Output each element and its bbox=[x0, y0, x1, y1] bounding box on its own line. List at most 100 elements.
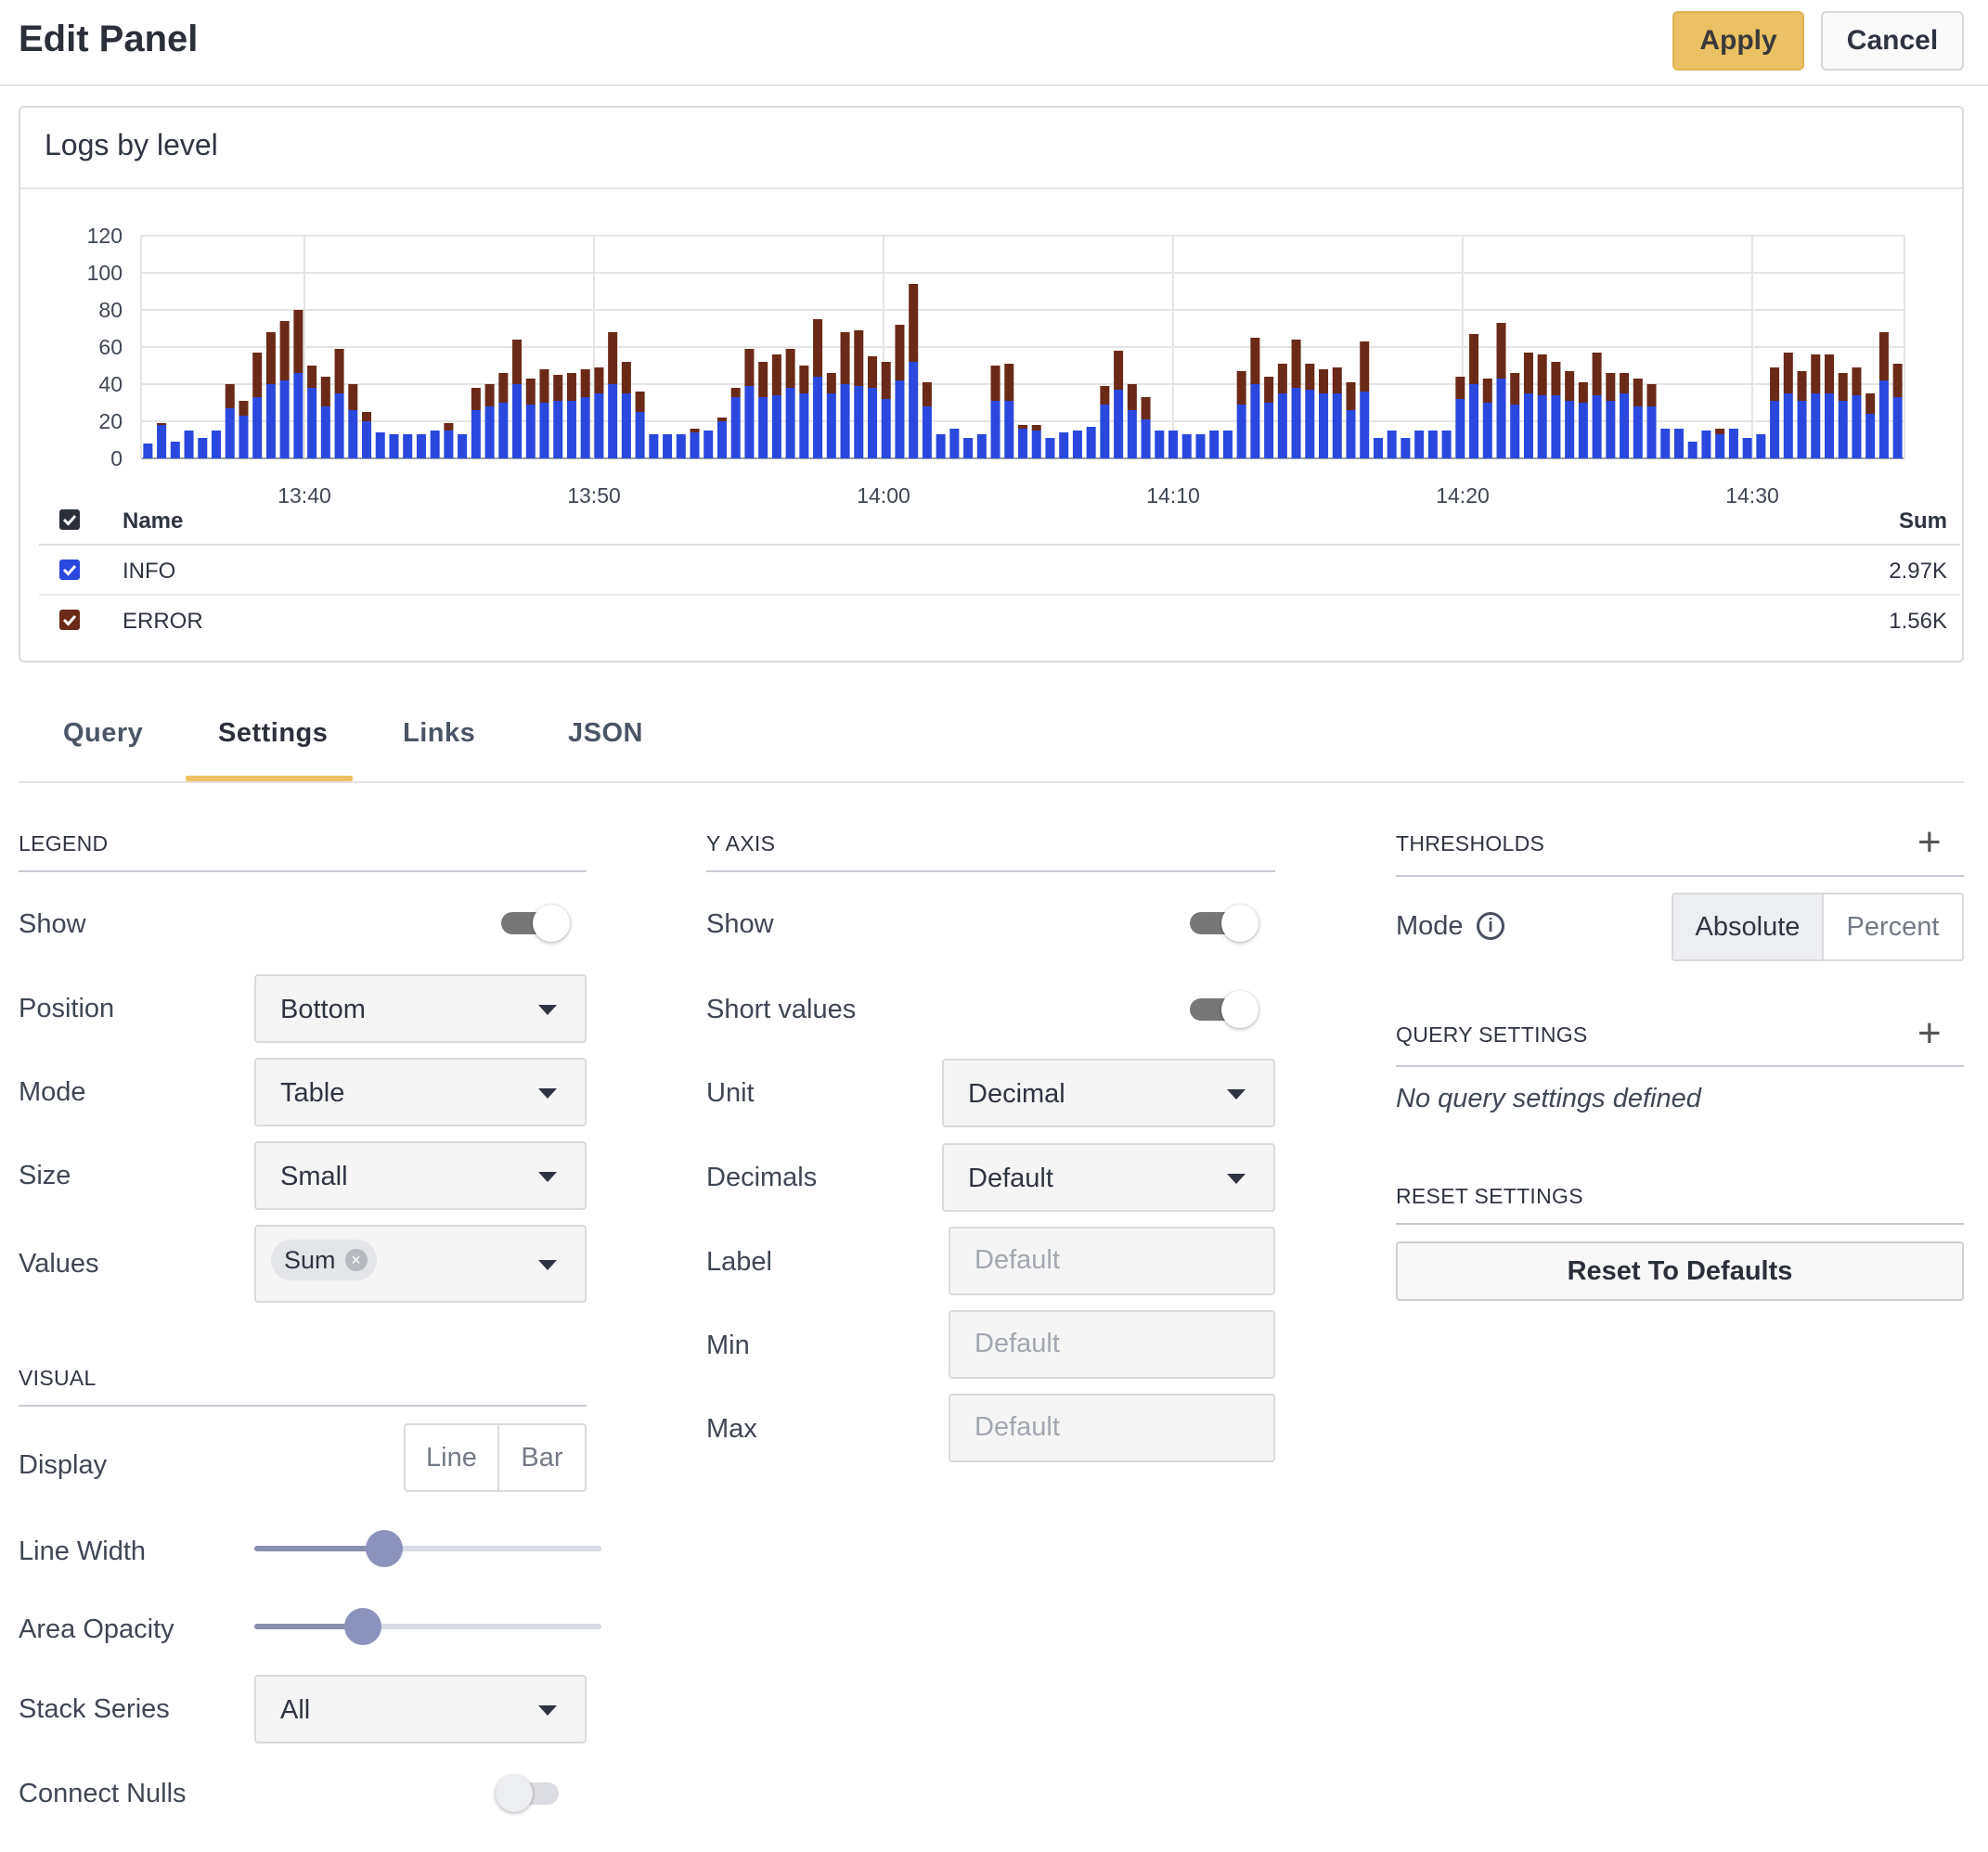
bar-info bbox=[1031, 431, 1041, 458]
apply-button[interactable]: Apply bbox=[1672, 11, 1804, 71]
mode-absolute-option[interactable]: Absolute bbox=[1673, 894, 1824, 959]
bar-info bbox=[1427, 431, 1438, 458]
bar-error bbox=[252, 353, 263, 397]
panel-preview: Logs by level 0 20 40 60 80 100 120 13:40 13:50 1… bbox=[19, 106, 1964, 662]
decimals-label: Decimals bbox=[706, 1163, 818, 1192]
values-chip: Sum × bbox=[271, 1240, 377, 1280]
legend-values-select[interactable]: Sum × bbox=[254, 1225, 587, 1303]
legend-row[interactable]: INFO 2.97K bbox=[39, 546, 1960, 596]
tab-query[interactable]: Query bbox=[63, 718, 144, 748]
legend-position-label: Position bbox=[19, 994, 115, 1023]
select-all-checkbox[interactable] bbox=[59, 509, 80, 530]
plus-icon[interactable]: + bbox=[1917, 1010, 1942, 1056]
legend-mode-select[interactable]: Table bbox=[254, 1058, 587, 1126]
display-line-option[interactable]: Line bbox=[406, 1425, 499, 1490]
slider-thumb[interactable] bbox=[343, 1608, 381, 1645]
min-input[interactable]: Default bbox=[949, 1310, 1275, 1379]
bar-error bbox=[990, 366, 1000, 401]
bar-info bbox=[1455, 399, 1465, 458]
legend-sum-header[interactable]: Sum bbox=[1898, 508, 1947, 534]
decimals-select[interactable]: Default bbox=[942, 1143, 1275, 1212]
unit-label: Unit bbox=[706, 1078, 755, 1108]
stack-series-select[interactable]: All bbox=[254, 1675, 587, 1743]
cancel-button[interactable]: Cancel bbox=[1821, 11, 1964, 71]
area-opacity-slider[interactable] bbox=[254, 1608, 601, 1645]
panel-title: Logs by level bbox=[20, 108, 1962, 189]
axis-label-label: Label bbox=[706, 1247, 772, 1277]
line-width-slider[interactable] bbox=[254, 1530, 601, 1567]
bar-error bbox=[690, 429, 700, 432]
bar-error bbox=[484, 384, 495, 406]
info-icon[interactable]: i bbox=[1477, 912, 1504, 940]
tab-json[interactable]: JSON bbox=[568, 718, 643, 748]
y-axis-show-toggle[interactable] bbox=[1190, 905, 1259, 942]
max-input[interactable]: Default bbox=[949, 1394, 1275, 1462]
bar-info bbox=[1141, 419, 1151, 458]
bar-error bbox=[1783, 353, 1793, 393]
section-divider bbox=[706, 870, 1275, 872]
reset-to-defaults-button[interactable]: Reset To Defaults bbox=[1396, 1241, 1964, 1301]
close-circle-icon[interactable]: × bbox=[344, 1249, 368, 1271]
bar-error bbox=[1620, 373, 1630, 393]
max-label: Max bbox=[706, 1414, 757, 1444]
bar-info bbox=[1469, 384, 1479, 458]
bar-info bbox=[1756, 434, 1766, 458]
bar-info bbox=[1072, 431, 1082, 458]
legend-table: Name Sum INFO 2.97K ERROR 1.56K bbox=[39, 495, 1960, 646]
bar-info bbox=[771, 395, 781, 458]
bar-info bbox=[1537, 395, 1547, 458]
tab-links[interactable]: Links bbox=[403, 718, 476, 748]
connect-nulls-label: Connect Nulls bbox=[19, 1779, 187, 1808]
short-values-toggle[interactable] bbox=[1190, 991, 1259, 1028]
bar-info bbox=[1578, 403, 1588, 458]
tab-settings[interactable]: Settings bbox=[218, 718, 329, 748]
section-divider bbox=[1396, 875, 1964, 877]
bar-info bbox=[635, 412, 645, 458]
query-settings-empty-message: No query settings defined bbox=[1396, 1084, 1701, 1113]
legend-size-select[interactable]: Small bbox=[254, 1141, 587, 1210]
unit-select[interactable]: Decimal bbox=[942, 1059, 1275, 1127]
chevron-down-icon bbox=[538, 1260, 557, 1270]
legend-row[interactable]: ERROR 1.56K bbox=[39, 596, 1960, 646]
bar-info bbox=[663, 434, 673, 458]
legend-position-select[interactable]: Bottom bbox=[254, 974, 587, 1043]
bar-info bbox=[458, 434, 468, 458]
bar-info bbox=[1811, 393, 1821, 458]
bar-info bbox=[1523, 393, 1533, 458]
bar-info bbox=[157, 425, 167, 458]
bar-error bbox=[1469, 334, 1479, 384]
series-checkbox-info[interactable] bbox=[59, 559, 80, 580]
bar-info bbox=[1687, 442, 1698, 458]
connect-nulls-toggle[interactable] bbox=[496, 1775, 564, 1812]
bar-info bbox=[143, 444, 153, 458]
bar-info bbox=[225, 408, 235, 458]
min-label: Min bbox=[706, 1331, 750, 1360]
legend-values-label: Values bbox=[19, 1249, 99, 1279]
area-opacity-label: Area Opacity bbox=[19, 1614, 174, 1644]
display-bar-option[interactable]: Bar bbox=[521, 1442, 563, 1473]
stack-series-value: All bbox=[280, 1695, 311, 1725]
legend-show-toggle[interactable] bbox=[501, 905, 570, 942]
bar-info bbox=[539, 403, 549, 458]
slider-fill bbox=[254, 1546, 385, 1551]
page-title: Edit Panel bbox=[19, 19, 199, 59]
legend-name-header[interactable]: Name bbox=[123, 508, 184, 534]
plus-icon[interactable]: + bbox=[1917, 819, 1942, 865]
bar-error bbox=[1346, 382, 1356, 410]
y-tick-label: 40 bbox=[98, 372, 123, 396]
mode-percent-option[interactable]: Percent bbox=[1846, 911, 1940, 942]
bar-error bbox=[157, 423, 167, 425]
x-tick-label: 13:50 bbox=[567, 483, 621, 508]
chevron-down-icon bbox=[538, 1705, 557, 1716]
bar-info bbox=[1852, 395, 1862, 458]
bar-info bbox=[1045, 438, 1055, 458]
bar-info bbox=[307, 388, 317, 458]
bar-error bbox=[1017, 425, 1028, 429]
series-checkbox-error[interactable] bbox=[59, 610, 80, 630]
slider-thumb[interactable] bbox=[366, 1530, 404, 1567]
bar-info bbox=[1838, 401, 1848, 458]
bar-error bbox=[1319, 369, 1329, 393]
bar-info bbox=[1482, 403, 1492, 458]
bar-info bbox=[430, 431, 440, 458]
axis-label-input[interactable]: Default bbox=[949, 1227, 1275, 1295]
